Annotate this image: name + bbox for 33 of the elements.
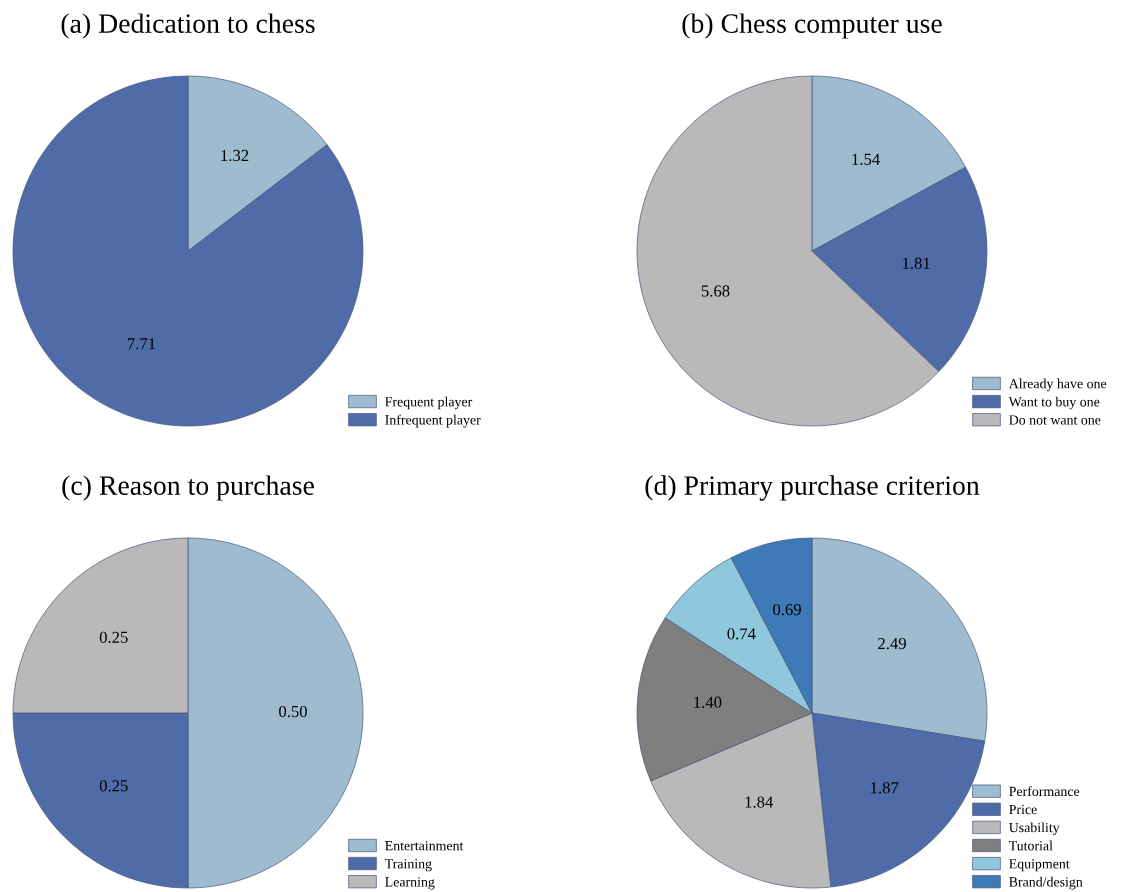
legend-label: Performance: [1009, 786, 1080, 797]
legend-label: Already have one: [1008, 378, 1107, 392]
data-label: 0.69: [773, 603, 801, 616]
data-label: 1.84: [745, 796, 774, 808]
data-label: 0.50: [279, 705, 307, 718]
legend-label: Training: [384, 859, 432, 872]
pie-slice: [12, 75, 364, 427]
legend-label: Tutorial: [1008, 840, 1053, 851]
chart-title: (c) Reason to purchase: [62, 475, 314, 501]
data-label: 0.25: [99, 780, 128, 792]
legend-label: Do not want one: [1009, 415, 1101, 425]
legend-label: Equipment: [1009, 859, 1070, 872]
legend-label: Want to buy one: [1008, 396, 1100, 410]
data-label: 5.68: [701, 285, 730, 297]
data-label: 1.54: [852, 153, 880, 165]
data-label: 0.74: [727, 628, 756, 640]
chart-title: (d) Primary purchase criterion: [645, 475, 980, 501]
chart-title: (b) Chess computer use: [682, 13, 942, 39]
legend-label: Usability: [1009, 822, 1060, 836]
data-label: 1.40: [694, 696, 722, 708]
legend-label: Entertainment: [385, 841, 464, 851]
legend-label: Price: [1009, 804, 1037, 815]
legend-label: Learning: [385, 877, 435, 890]
legend-label: Frequent player: [385, 396, 473, 410]
data-label: 1.81: [902, 257, 930, 269]
data-label: 7.71: [127, 338, 156, 350]
data-label: 0.25: [99, 631, 128, 643]
legend-label: Infrequent player: [385, 414, 481, 428]
legend-label: Brand/design: [1009, 876, 1083, 890]
data-label: 1.87: [871, 782, 899, 794]
data-label: 1.32: [221, 149, 249, 162]
data-label: 2.49: [878, 637, 906, 650]
chart-title: (a) Dedication to chess: [61, 13, 315, 39]
